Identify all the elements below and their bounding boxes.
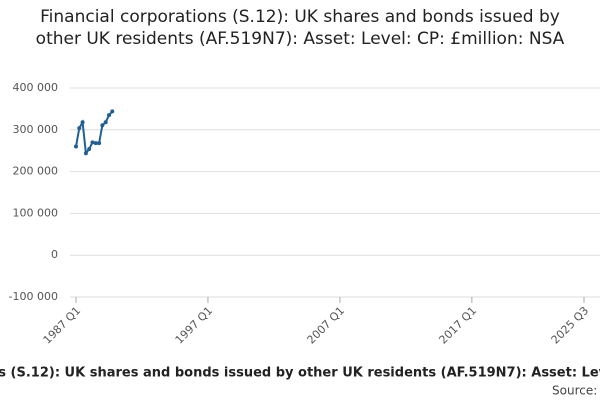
point <box>77 126 82 131</box>
point <box>110 109 115 114</box>
source: Source: <box>552 384 597 398</box>
point <box>93 141 98 146</box>
y-tick-label: -100 000 <box>9 290 58 303</box>
y-tick-label: 0 <box>51 248 58 261</box>
point <box>100 123 105 128</box>
legend-label: Financial corporations (S.12): UK shares… <box>0 366 600 381</box>
y-tick-label: 100 000 <box>13 206 59 219</box>
y-tick-label: 300 000 <box>13 123 59 136</box>
point <box>87 147 92 152</box>
series-line <box>75 110 114 156</box>
point <box>97 141 102 146</box>
x-tick-label: 1987 Q1 <box>41 304 84 347</box>
x-tick-label: 2025 Q3 <box>549 304 592 347</box>
x-tick-label: 1997 Q1 <box>173 304 216 347</box>
point <box>106 113 111 118</box>
x-tick-label: 2007 Q1 <box>305 304 348 347</box>
point <box>80 120 85 125</box>
point <box>83 151 88 156</box>
y-tick-label: 400 000 <box>13 81 59 94</box>
point <box>74 144 78 149</box>
point <box>103 120 108 125</box>
point <box>90 140 95 145</box>
x-tick-label: 2017 Q1 <box>437 304 480 347</box>
y-tick-label: 200 000 <box>13 165 59 178</box>
chart-title: Financial corporations (S.12): UK shares… <box>35 7 565 49</box>
